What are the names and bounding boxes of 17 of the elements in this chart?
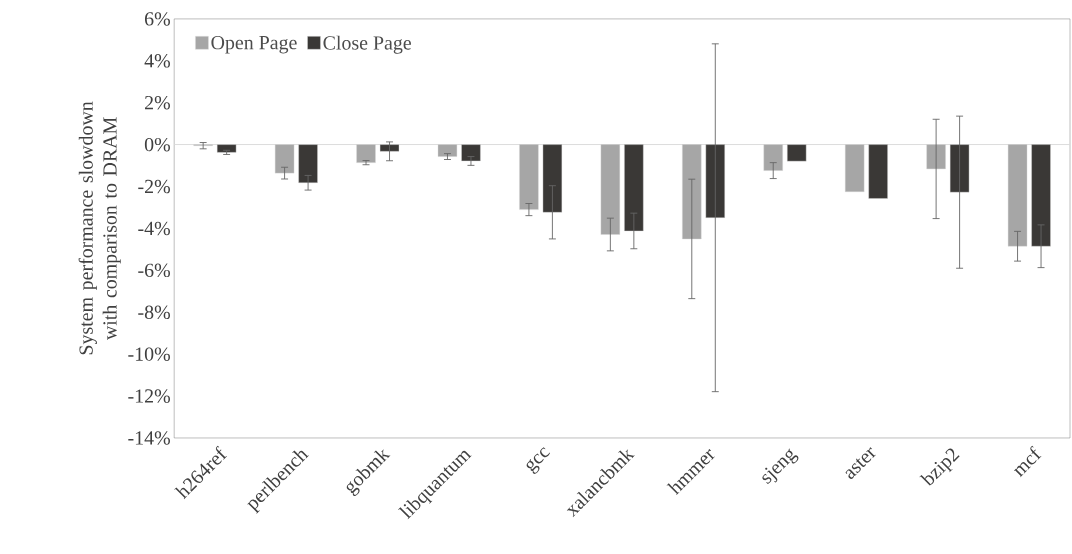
x-tick-label: gcc <box>526 446 550 474</box>
y-tick-label: -12% <box>128 389 170 403</box>
y-tick-label: 4% <box>144 53 170 68</box>
y-tick-label: 2% <box>145 95 170 110</box>
y-tick-label: -4% <box>138 221 170 235</box>
y-tick-label: 0% <box>144 137 170 152</box>
y-tick-label: -14% <box>128 431 170 445</box>
x-tick-label: aster <box>845 446 876 479</box>
y-tick-label: -8% <box>138 305 170 319</box>
legend-label: Close Page <box>323 35 411 54</box>
y-tick-label: -6% <box>138 263 170 277</box>
y-tick-label: -10% <box>128 347 170 361</box>
y-axis-title: System performance slowdown with comparison to DRAM <box>78 101 121 355</box>
y-tick-label: -2% <box>138 179 170 194</box>
x-tick-label: mcf <box>1013 445 1042 478</box>
legend-label: Open Page <box>211 35 297 54</box>
y-tick-label: 6% <box>144 11 170 26</box>
